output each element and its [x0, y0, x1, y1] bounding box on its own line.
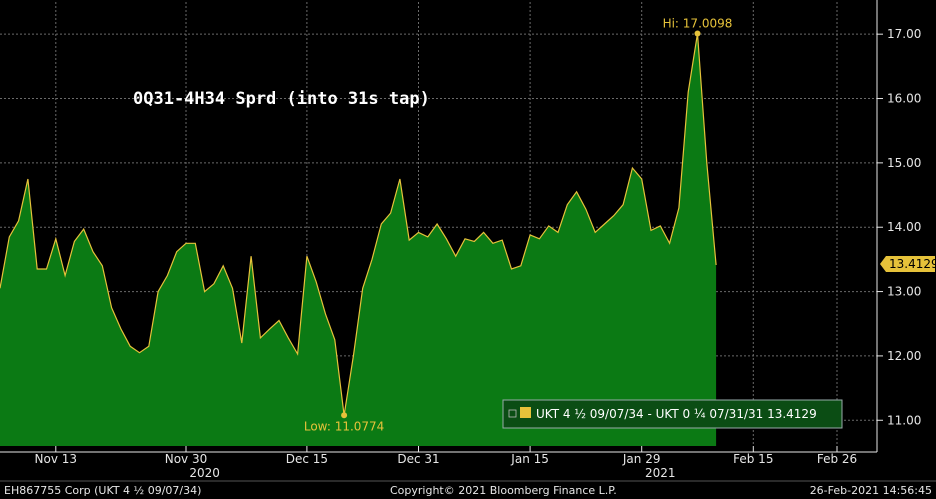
x-tick-label: Dec 31 [397, 452, 439, 466]
legend-box: UKT 4 ½ 09/07/34 - UKT 0 ¼ 07/31/31 13.4… [502, 399, 843, 429]
legend-label: UKT 4 ½ 09/07/34 - UKT 0 ¼ 07/31/31 13.4… [536, 407, 817, 421]
last-value-label: 13.4129 [889, 257, 936, 271]
low-label: Low: 11.0774 [304, 419, 384, 433]
chart-title: 0Q31-4H34 Sprd (into 31s tap) [133, 89, 430, 109]
x-tick-label: Jan 15 [510, 452, 549, 466]
legend-swatch [520, 407, 531, 418]
y-tick-label: 14.00 [887, 220, 921, 234]
hi-marker [694, 30, 701, 37]
y-tick-label: 13.00 [887, 285, 921, 299]
series-area [0, 33, 717, 446]
legend-expand-icon[interactable] [508, 409, 517, 418]
hi-label: Hi: 17.0098 [663, 17, 733, 31]
last-value-tag: 13.4129 [880, 256, 936, 272]
y-tick-label: 12.00 [887, 349, 921, 363]
y-tick-label: 11.00 [887, 413, 921, 427]
x-year-label: 2021 [645, 466, 676, 480]
x-tick-label: Dec 15 [286, 452, 328, 466]
x-tick-label: Nov 30 [165, 452, 208, 466]
y-tick-label: 16.00 [887, 92, 921, 106]
x-tick-label: Feb 26 [817, 452, 857, 466]
series-line [0, 33, 717, 416]
x-axis: Nov 13 Nov 30 Dec 15 Dec 31 Jan 15 Jan 29 Feb … [0, 446, 877, 480]
area-series-layer [0, 33, 717, 446]
x-tick-label: Feb 15 [733, 452, 773, 466]
x-tick-label: Jan 29 [622, 452, 661, 466]
y-tick-label: 17.00 [887, 27, 921, 41]
annotations: Hi: 17.0098 Low: 11.0774 [304, 17, 733, 434]
low-marker [341, 412, 348, 419]
footer-center: Copyright© 2021 Bloomberg Finance L.P. [390, 484, 617, 497]
x-year-label: 2020 [189, 466, 220, 480]
x-tick-label: Nov 13 [35, 452, 78, 466]
footer-left: EH867755 Corp (UKT 4 ½ 09/07/34) [4, 484, 201, 497]
y-axis: 11.00 12.00 13.00 14.00 15.00 16.00 17.00 [876, 0, 921, 452]
footer-right: 26-Feb-2021 14:56:45 [810, 484, 932, 497]
y-tick-label: 15.00 [887, 156, 921, 170]
